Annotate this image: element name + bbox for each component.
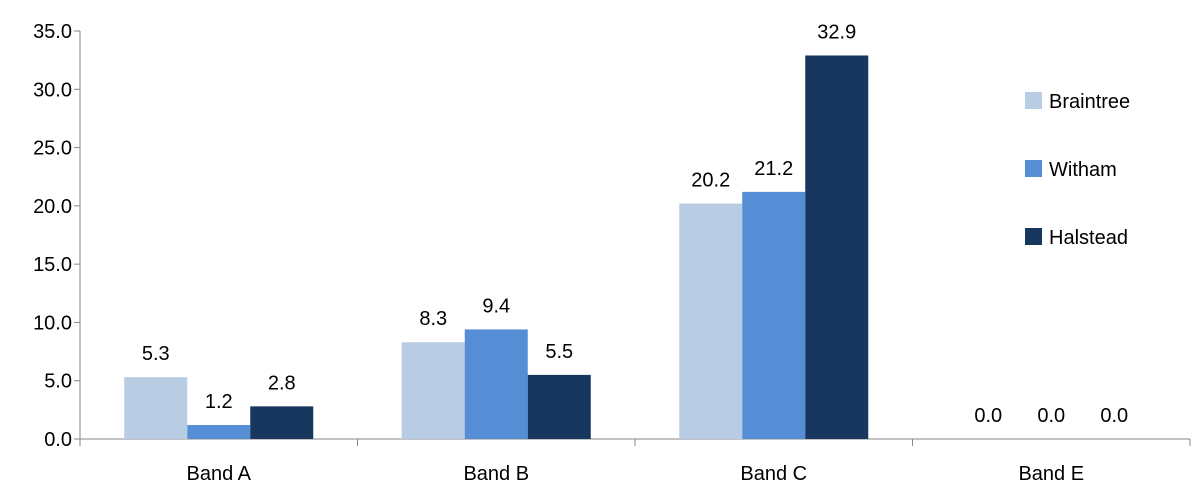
y-tick-label: 20.0 <box>33 196 72 218</box>
y-tick-label: 10.0 <box>33 312 72 334</box>
x-category-label: Band C <box>740 463 807 484</box>
data-label: 0.0 <box>1037 405 1065 427</box>
data-labels: 5.3 8.3 20.2 0.0 1.2 9.4 21.2 0.0 2.8 5.5 32.9 0.0 <box>142 21 1128 427</box>
data-label: 32.9 <box>817 21 856 43</box>
bar-braintree-band-b <box>401 342 465 439</box>
bar-witham-band-c <box>742 191 806 439</box>
data-label: 5.5 <box>545 341 573 363</box>
bar-halstead-band-c <box>805 55 869 439</box>
bars <box>124 55 869 439</box>
y-tick-label: 25.0 <box>33 138 72 160</box>
bar-braintree-band-c <box>679 203 743 439</box>
data-label: 9.4 <box>482 295 510 317</box>
y-tick-label: 15.0 <box>33 254 72 276</box>
data-label: 0.0 <box>1100 405 1128 427</box>
data-label: 8.3 <box>419 308 447 330</box>
y-tick-label: 0.0 <box>44 429 72 451</box>
legend-swatch <box>1025 228 1042 245</box>
y-tick-label: 30.0 <box>33 79 72 101</box>
y-tick-label: 5.0 <box>44 371 72 393</box>
legend-label: Witham <box>1049 159 1117 181</box>
data-label: 5.3 <box>142 343 170 365</box>
data-label: 20.2 <box>691 170 730 192</box>
x-category-label: Band E <box>1018 463 1084 484</box>
bar-witham-band-b <box>464 329 528 439</box>
legend: Braintree Witham Halstead <box>1025 91 1130 249</box>
bar-halstead-band-b <box>527 374 591 439</box>
x-category-label: Band A <box>186 463 251 484</box>
x-axis: Band A Band B Band C Band E <box>79 438 1191 484</box>
data-label: 1.2 <box>205 391 233 413</box>
data-label: 0.0 <box>974 405 1002 427</box>
x-category-label: Band B <box>463 463 529 484</box>
bar-braintree-band-a <box>124 377 188 439</box>
bar-witham-band-a <box>187 425 251 439</box>
y-tick-label: 35.0 <box>33 21 72 43</box>
y-axis: 0.0 5.0 10.0 15.0 20.0 25.0 30.0 35.0 <box>33 21 81 451</box>
bar-halstead-band-a <box>250 406 314 439</box>
legend-label: Braintree <box>1049 91 1130 113</box>
legend-swatch <box>1025 160 1042 177</box>
legend-label: Halstead <box>1049 227 1128 249</box>
data-label: 2.8 <box>268 372 296 394</box>
legend-swatch <box>1025 92 1042 109</box>
data-label: 21.2 <box>754 158 793 180</box>
